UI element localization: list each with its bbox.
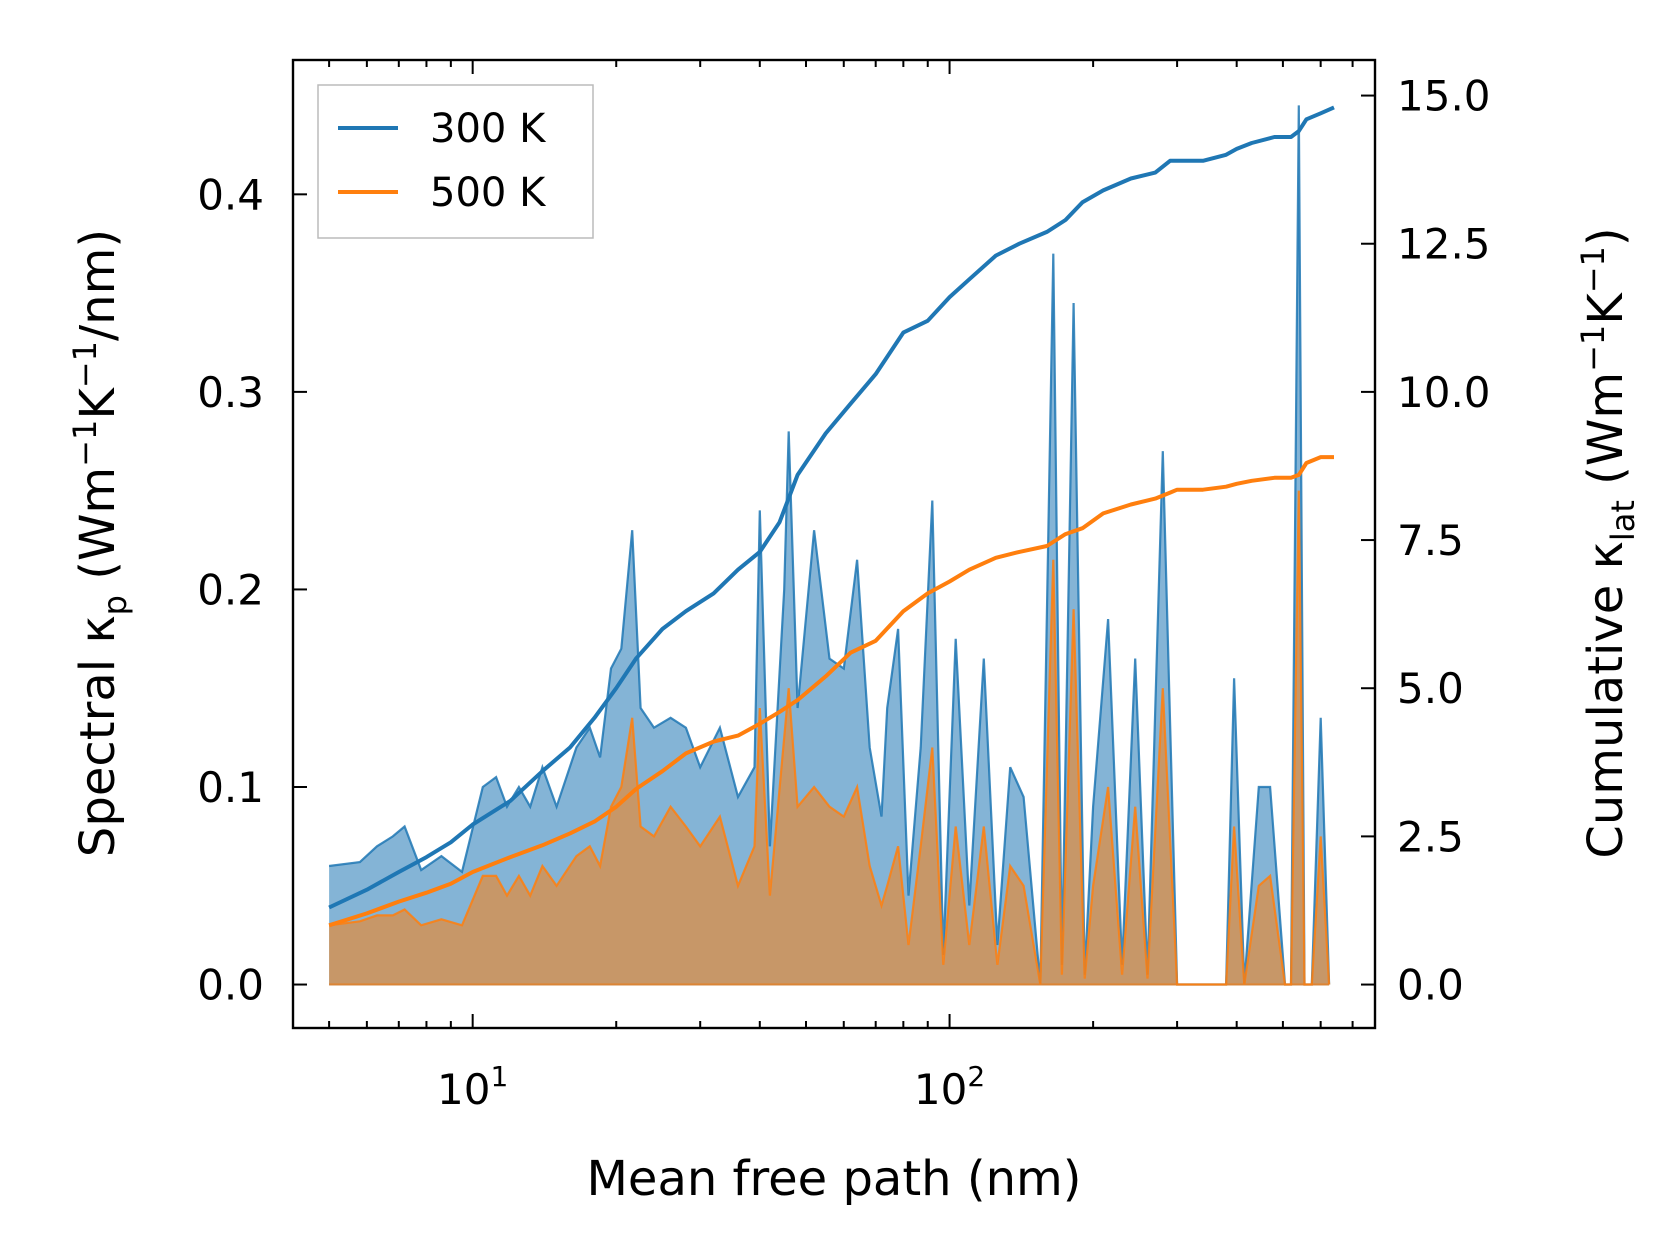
y-left-sup2: −1 (66, 341, 104, 388)
cumulative-line-500k (328, 455, 1334, 928)
legend-label-300k: 300 K (430, 106, 547, 152)
x-tick-base: 10 (437, 1065, 490, 1114)
y-left-sub: p (96, 595, 134, 615)
plot-area (328, 105, 1335, 986)
y-right-tick-label: 2.5 (1397, 812, 1464, 861)
y-right-unit-mid: K (1578, 292, 1634, 325)
y-right-tick-label: 15.0 (1397, 72, 1491, 121)
y-left-sup1: −1 (66, 420, 104, 467)
x-tick-exp: 1 (490, 1060, 508, 1093)
y-right-sub: lat (1604, 500, 1642, 541)
y-right-sup1: −1 (1574, 325, 1612, 372)
y-left-tick-label: 0.1 (197, 763, 264, 812)
y-right-main: Cumulative κ (1578, 541, 1634, 859)
y-right-sup2: −1 (1574, 246, 1612, 293)
legend-box (317, 84, 594, 239)
x-axis-label: Mean free path (nm) (587, 1151, 1082, 1207)
y-left-tick-label: 0.2 (197, 565, 264, 614)
y-left-tick-label: 0.3 (197, 368, 264, 417)
legend-label-500k: 500 K (430, 170, 547, 216)
x-tick-label: 102 (914, 1060, 985, 1114)
x-tick-label: 101 (437, 1060, 508, 1114)
y-left-unit-pre: (Wm (70, 467, 126, 595)
y-right-unit-pre: (Wm (1578, 372, 1634, 500)
axes-frame (291, 58, 1377, 1030)
y-right-tick-label: 5.0 (1397, 664, 1464, 713)
y-left-tick-label: 0.4 (197, 170, 264, 219)
spectral-area-500k (329, 490, 1330, 985)
y-right-tick-label: 7.5 (1397, 516, 1464, 565)
y-left-tick-label: 0.0 (197, 961, 264, 1010)
y-axis-label-right: Cumulative κlat (Wm−1K−1) (1574, 227, 1642, 858)
x-tick-base: 10 (914, 1065, 967, 1114)
y-right-tick-label: 10.0 (1397, 368, 1491, 417)
y-right-unit-post: ) (1578, 227, 1634, 246)
cumulative-line-300k (328, 105, 1335, 910)
y-left-unit-mid: K (70, 387, 126, 420)
y-left-main: Spectral κ (70, 615, 126, 857)
x-tick-exp: 2 (967, 1060, 985, 1093)
y-axis-label-left: Spectral κp (Wm−1K−1/nm) (66, 229, 134, 857)
ticks: 101 1020.00.10.20.30.40.02.55.07.510.012.… (197, 60, 1491, 1114)
y-right-tick-label: 12.5 (1397, 220, 1491, 269)
y-right-tick-label: 0.0 (1397, 961, 1464, 1010)
y-left-unit-post: /nm) (70, 229, 126, 341)
legend: 300 K 500 K (317, 84, 594, 239)
